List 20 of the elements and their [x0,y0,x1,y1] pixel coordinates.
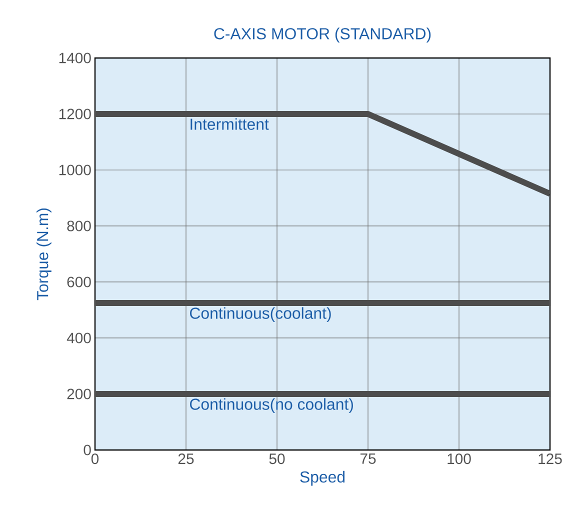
x-tick-label: 0 [91,454,99,464]
x-tick-label: 75 [360,454,376,464]
y-tick-label: 800 [67,220,91,232]
y-tick-label: 1200 [59,108,91,120]
series-label: Continuous(no coolant) [190,398,353,414]
x-tick-label: 25 [178,454,194,464]
x-tick-label: 125 [538,454,562,464]
chart-title: C-AXIS MOTOR (STANDARD) [214,28,431,42]
x-tick-label: 50 [269,454,285,464]
y-axis-title: Torque (N.m) [36,208,52,300]
y-tick-label: 200 [67,388,91,400]
y-tick-label: 400 [66,332,91,344]
x-axis-title: Speed [300,470,345,486]
series-label: Continuous(coolant) [190,307,331,322]
series-label: Intermittent [190,118,269,130]
y-tick-label: 1000 [59,164,91,176]
y-tick-label: 600 [67,276,91,288]
y-tick-label: 0 [84,444,91,456]
y-tick-label: 1400 [59,52,91,64]
x-tick-label: 100 [448,454,471,464]
